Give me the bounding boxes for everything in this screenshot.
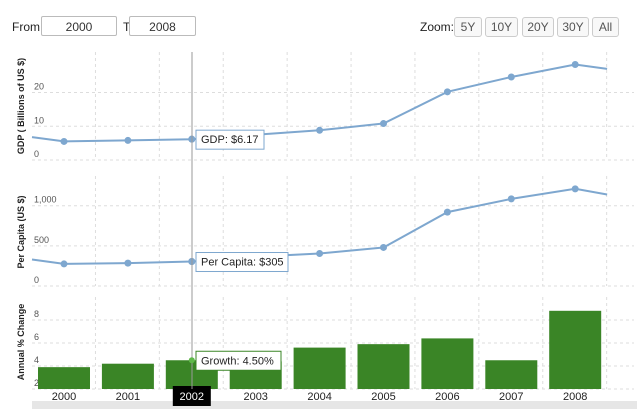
x-tick-label: 2000 xyxy=(52,391,76,403)
tooltip-2: Per Capita: $305 xyxy=(195,252,289,273)
navigator-scrollbar[interactable] xyxy=(32,401,637,409)
zoom-30y-button[interactable]: 30Y xyxy=(557,17,589,37)
y-tick-label: 6 xyxy=(34,332,39,342)
bar xyxy=(549,310,602,389)
tooltip-box xyxy=(195,252,289,273)
chart-panel-2: 0 500 1,000 Per Capita (US $) xyxy=(16,176,634,287)
data-point xyxy=(316,249,324,257)
y-tick-label: 0 xyxy=(34,275,39,285)
data-point xyxy=(60,260,68,268)
y-tick-label: 4 xyxy=(34,355,39,365)
data-point xyxy=(380,243,387,251)
data-point xyxy=(507,195,515,203)
tooltip-box xyxy=(195,350,282,371)
zoom-10y-button[interactable]: 10Y xyxy=(485,17,518,37)
x-tick-label: 2002 xyxy=(180,391,204,403)
bar xyxy=(485,360,538,389)
bar xyxy=(101,363,154,389)
data-point xyxy=(60,137,68,145)
bar xyxy=(421,338,474,389)
y-tick-label: 10 xyxy=(34,115,44,125)
data-point xyxy=(316,126,324,134)
y-tick-label: 500 xyxy=(34,235,49,245)
data-point xyxy=(507,73,515,81)
y-tick-label: 2 xyxy=(34,378,39,388)
x-tick-label: 2006 xyxy=(435,391,459,403)
y-tick-label: 0 xyxy=(34,149,39,159)
zoom-label: Zoom: xyxy=(420,20,455,34)
tooltip-text: Growth: 4.50% xyxy=(201,355,274,367)
zoom-all-button[interactable]: All xyxy=(592,17,619,37)
tooltip-text: Per Capita: $305 xyxy=(201,257,284,269)
bar xyxy=(357,344,410,389)
x-tick-label: 2005 xyxy=(371,391,395,403)
from-label: From: xyxy=(12,20,44,34)
y-tick-label: 8 xyxy=(34,309,39,319)
data-point xyxy=(124,259,132,267)
x-tick-label: 2004 xyxy=(307,391,331,403)
data-point xyxy=(443,88,451,96)
zoom-20y-button[interactable]: 20Y xyxy=(522,17,554,37)
data-point xyxy=(443,208,451,216)
tooltip-1: GDP: $6.17 xyxy=(195,129,265,150)
y-tick-label: 20 xyxy=(34,82,44,92)
bar xyxy=(38,367,90,389)
data-point xyxy=(571,60,579,68)
y-axis-title: Per Capita (US $) xyxy=(16,195,26,268)
data-point xyxy=(380,120,387,128)
from-input[interactable]: 2000 xyxy=(41,16,117,36)
range-selector: From: 2000 To: 2008 Zoom: 5Y 10Y 20Y 30Y… xyxy=(0,0,641,44)
data-point xyxy=(124,136,132,144)
x-tick-label: 2001 xyxy=(116,391,140,403)
y-axis-title: Annual % Change xyxy=(16,304,26,381)
bar-highlight-point xyxy=(188,357,195,364)
x-tick-label: 2008 xyxy=(563,391,587,403)
x-label-highlight xyxy=(172,386,211,406)
chart-panel-3: 2 4 6 8 Annual % Change xyxy=(16,297,634,390)
x-tick-label: 2007 xyxy=(499,391,523,403)
y-tick-label: 1,000 xyxy=(34,195,57,205)
chart-panel-1: 0 10 20 GDP ( Billions of US $) xyxy=(16,52,634,161)
zoom-5y-button[interactable]: 5Y xyxy=(454,17,482,37)
to-input[interactable]: 2008 xyxy=(129,16,196,36)
x-tick-label: 2003 xyxy=(243,391,267,403)
tooltip-box xyxy=(195,129,265,150)
bar xyxy=(293,347,346,389)
tooltip-3: Growth: 4.50% xyxy=(188,350,282,371)
tooltip-text: GDP: $6.17 xyxy=(201,134,258,146)
y-axis-title: GDP ( Billions of US $) xyxy=(16,58,26,154)
data-point xyxy=(571,185,579,193)
